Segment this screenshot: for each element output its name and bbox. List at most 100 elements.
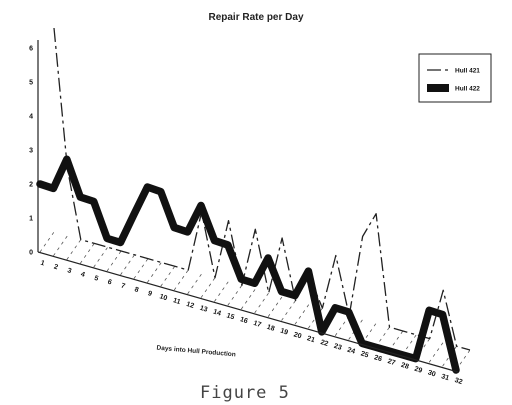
x-tick-label-8: 8 [133, 286, 139, 294]
floor-line-12 [187, 273, 202, 295]
x-tick-label-28: 28 [400, 362, 410, 371]
floor-line-13 [200, 277, 216, 298]
data-point-hull-422 [199, 204, 203, 208]
floor-line-15 [227, 285, 243, 306]
data-point-hull-422 [441, 313, 445, 317]
floor-line-19 [281, 300, 296, 321]
series-line-hull-421 [53, 27, 471, 351]
floor-line-16 [240, 288, 256, 310]
y-tick-label-2: 2 [29, 182, 33, 189]
x-tick-label-23: 23 [333, 343, 343, 352]
data-point-hull-422 [132, 212, 136, 216]
data-point-hull-422 [253, 281, 257, 285]
data-point-hull-422 [333, 306, 337, 310]
x-tick-label-1: 1 [40, 260, 46, 268]
x-tick-label-16: 16 [239, 316, 249, 325]
x-tick-label-5: 5 [93, 275, 99, 283]
x-tick-label-11: 11 [172, 297, 181, 306]
floor-line-5 [93, 246, 109, 268]
data-point-hull-422 [293, 294, 297, 298]
data-point-hull-422 [427, 308, 431, 312]
data-point-hull-422 [280, 289, 284, 293]
x-tick-label-9: 9 [147, 290, 153, 298]
y-tick-labels: 0 1 2 3 4 5 6 [29, 46, 33, 257]
data-point-hull-422 [186, 230, 190, 234]
floor-line-4 [79, 243, 95, 264]
floor-line-11 [173, 269, 189, 291]
x-tick-label-2: 2 [53, 263, 59, 271]
floor-line-8 [133, 258, 149, 279]
y-tick-label-4: 4 [29, 114, 33, 121]
data-point-hull-422 [105, 236, 109, 240]
data-point-hull-422 [306, 269, 310, 273]
data-point-hull-422 [172, 226, 176, 230]
legend-swatch-hull-422 [427, 84, 449, 92]
x-tick-label-27: 27 [387, 358, 397, 367]
floor-line-7 [120, 254, 135, 276]
x-tick-label-20: 20 [293, 331, 303, 340]
legend-label-hull-421: Hull 421 [455, 68, 480, 75]
x-tick-label-18: 18 [266, 324, 276, 333]
x-tick-label-7: 7 [120, 282, 126, 290]
x-tick-label-31: 31 [440, 373, 450, 382]
x-tick-label-14: 14 [212, 309, 222, 318]
floor-grid [39, 231, 471, 371]
floor-line-18 [267, 296, 283, 317]
y-axis-group: 0 1 2 3 4 5 6 [29, 40, 39, 257]
legend: Hull 421 Hull 422 [418, 53, 492, 103]
floor-line-23 [334, 315, 350, 336]
x-tick-label-19: 19 [279, 328, 289, 337]
x-tick-label-15: 15 [226, 312, 236, 321]
x-tick-label-13: 13 [199, 305, 209, 314]
x-axis-line [37, 251, 459, 373]
y-tick-label-5: 5 [29, 80, 33, 87]
x-tick-label-6: 6 [107, 279, 113, 287]
y-tick-label-1: 1 [29, 216, 33, 223]
data-point-hull-422 [78, 195, 82, 199]
x-tick-label-3: 3 [66, 267, 72, 275]
figure-caption: Figure 5 [200, 383, 290, 403]
data-point-hull-422 [226, 243, 230, 247]
series-line-hull-422 [36, 155, 460, 374]
x-tick-label-4: 4 [80, 271, 86, 279]
x-tick-label-10: 10 [158, 293, 168, 302]
floor-line-10 [160, 266, 176, 287]
x-tick-label-24: 24 [346, 347, 356, 356]
data-point-hull-422 [266, 256, 270, 260]
x-tick-labels: 1 2 3 4 5 6 7 8 9 10 11 12 13 14 15 16 17 18 19 20 21 22 23 24 2… [40, 260, 464, 386]
floor-line-3 [66, 239, 82, 260]
floor-line-14 [214, 281, 229, 302]
floor-line-6 [106, 250, 122, 272]
data-point-hull-422 [92, 199, 96, 203]
data-point-hull-422 [159, 190, 163, 194]
floor-line-20 [294, 304, 310, 325]
x-tick-label-29: 29 [413, 366, 423, 375]
floor-line-17 [254, 292, 270, 314]
x-tick-label-30: 30 [427, 369, 437, 378]
x-tick-label-17: 17 [252, 320, 262, 329]
floor-line-9 [147, 262, 162, 283]
legend-label-hull-422: Hull 422 [455, 86, 480, 93]
series-hull-421 [53, 27, 471, 351]
data-point-hull-422 [119, 240, 123, 244]
data-point-hull-422 [347, 310, 351, 314]
data-point-hull-422 [65, 157, 69, 161]
y-tick-label-6: 6 [29, 46, 33, 53]
x-axis-label: Days into Hull Production [156, 345, 236, 359]
x-tick-label-21: 21 [306, 335, 316, 344]
x-tick-label-12: 12 [185, 301, 195, 310]
series-hull-422 [36, 155, 460, 374]
legend-box [418, 53, 492, 103]
x-tick-label-22: 22 [319, 339, 329, 348]
x-tick-label-25: 25 [360, 350, 370, 359]
data-point-hull-422 [239, 277, 243, 281]
data-point-hull-422 [145, 185, 149, 189]
x-tick-label-26: 26 [373, 354, 383, 363]
floor-line-30 [428, 342, 444, 363]
data-point-hull-422 [212, 239, 216, 243]
data-point-hull-422 [51, 186, 55, 190]
x-tick-label-32: 32 [454, 377, 464, 386]
y-tick-label-0: 0 [29, 250, 33, 257]
chart-title: Repair Rate per Day [208, 12, 303, 23]
